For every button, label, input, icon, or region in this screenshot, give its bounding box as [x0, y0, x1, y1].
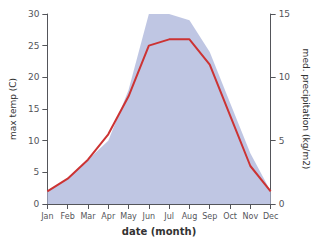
svg-text:Jul: Jul: [163, 212, 174, 221]
svg-text:10: 10: [28, 136, 40, 146]
svg-text:15: 15: [279, 9, 290, 19]
svg-text:Feb: Feb: [61, 212, 75, 221]
svg-text:May: May: [120, 212, 137, 221]
svg-text:Jan: Jan: [40, 212, 53, 221]
svg-text:25: 25: [28, 41, 39, 51]
svg-text:Sep: Sep: [202, 212, 217, 221]
svg-text:Mar: Mar: [80, 212, 96, 221]
svg-text:date (month): date (month): [122, 226, 196, 237]
svg-text:Nov: Nov: [243, 212, 259, 221]
svg-text:Dec: Dec: [263, 212, 278, 221]
svg-text:10: 10: [279, 72, 291, 82]
svg-text:15: 15: [28, 104, 39, 114]
svg-text:5: 5: [34, 167, 40, 177]
svg-text:Oct: Oct: [223, 212, 237, 221]
svg-text:0: 0: [279, 199, 285, 209]
svg-text:Aug: Aug: [182, 212, 198, 221]
svg-text:Jun: Jun: [142, 212, 156, 221]
svg-text:20: 20: [28, 72, 40, 82]
svg-text:0: 0: [34, 199, 40, 209]
svg-text:Apr: Apr: [101, 212, 116, 221]
svg-text:med. precipitation (kg/m2): med. precipitation (kg/m2): [301, 49, 311, 170]
svg-text:30: 30: [28, 9, 40, 19]
svg-text:5: 5: [279, 136, 285, 146]
svg-text:max temp (C): max temp (C): [8, 78, 18, 140]
